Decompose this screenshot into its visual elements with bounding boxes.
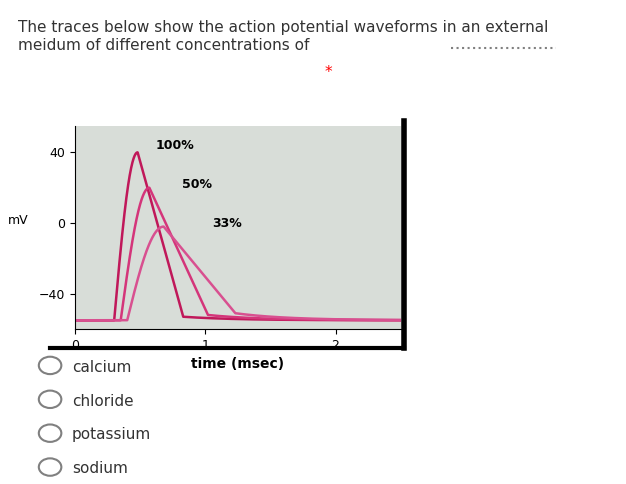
Y-axis label: mV: mV bbox=[8, 214, 29, 227]
Text: sodium: sodium bbox=[72, 461, 128, 476]
Text: calcium: calcium bbox=[72, 360, 131, 375]
Text: potassium: potassium bbox=[72, 427, 151, 442]
X-axis label: time (msec): time (msec) bbox=[192, 357, 284, 371]
Text: chloride: chloride bbox=[72, 393, 133, 408]
Text: 50%: 50% bbox=[182, 178, 212, 191]
Text: 100%: 100% bbox=[156, 139, 195, 152]
Text: 33%: 33% bbox=[212, 217, 242, 229]
Text: *: * bbox=[324, 65, 332, 80]
Text: The traces below show the action potential waveforms in an external
meidum of di: The traces below show the action potenti… bbox=[18, 20, 548, 53]
